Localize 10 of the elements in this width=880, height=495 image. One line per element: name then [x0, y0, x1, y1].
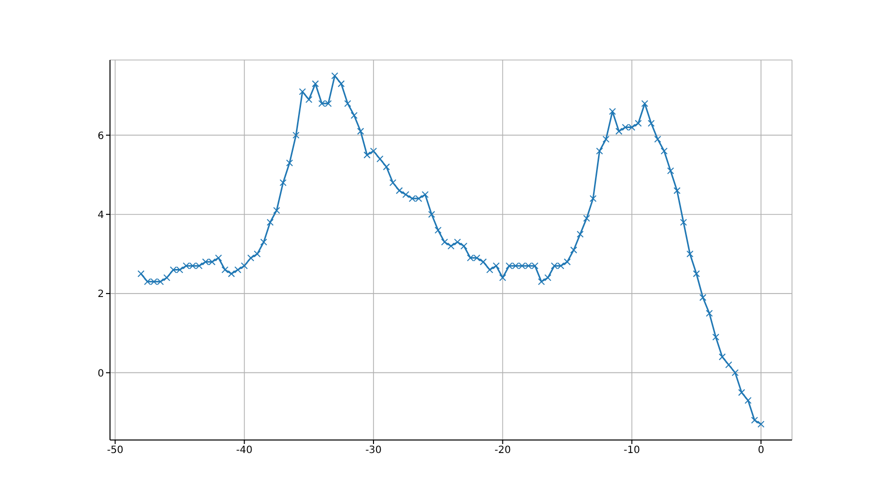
y-tick-label: 4	[98, 210, 104, 221]
x-tick-label: -10	[624, 445, 640, 456]
y-tick-label: 2	[98, 289, 104, 300]
x-tick-label: -20	[494, 445, 511, 456]
y-tick-label: 0	[98, 368, 104, 380]
x-tick-label: -30	[365, 445, 382, 456]
y-tick-label: 6	[98, 130, 104, 142]
x-tick-label: 0	[758, 445, 764, 456]
x-tick-label: -50	[106, 445, 124, 456]
x-tick-label: -40	[236, 445, 253, 456]
